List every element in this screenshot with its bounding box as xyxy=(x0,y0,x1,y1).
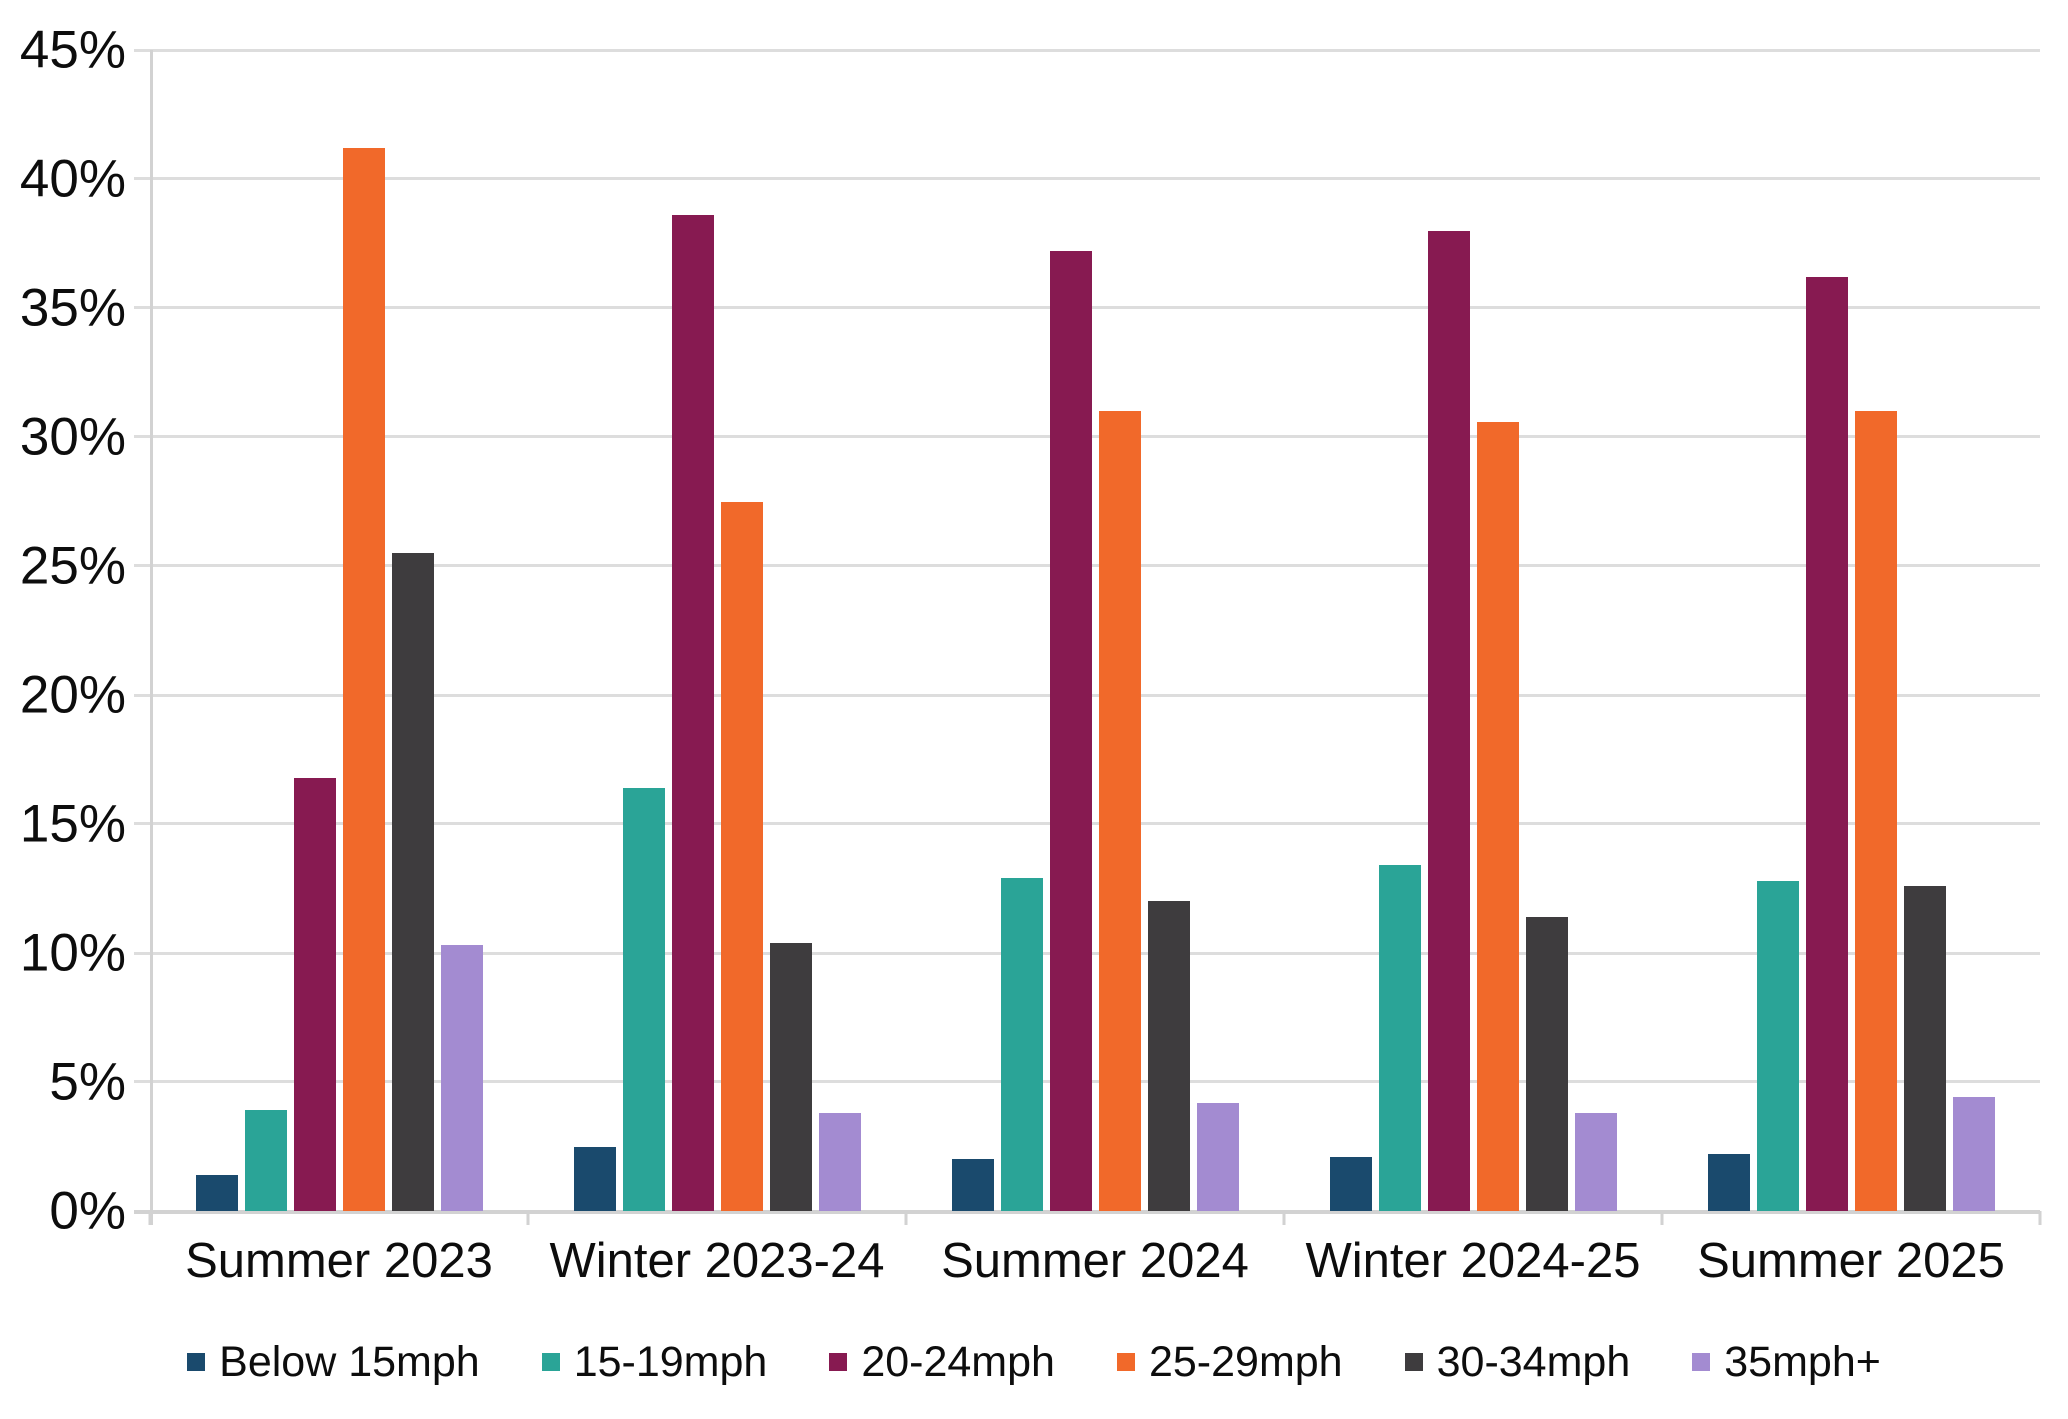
legend-label: Below 15mph xyxy=(219,1337,480,1386)
legend-swatch-icon xyxy=(1116,1353,1135,1371)
x-axis-tick xyxy=(904,1211,908,1225)
y-tick-label: 20% xyxy=(19,665,126,725)
bar-30-34mph xyxy=(391,553,434,1211)
y-tick-label: 15% xyxy=(19,794,126,854)
bar-15-19mph xyxy=(244,1110,287,1211)
x-axis-label: Winter 2024-25 xyxy=(1305,1234,1641,1288)
legend-swatch-icon xyxy=(829,1353,848,1371)
legend-label: 20-24mph xyxy=(861,1337,1055,1386)
y-tick-label: 40% xyxy=(19,149,126,209)
y-tick-label: 0% xyxy=(49,1181,126,1241)
x-axis-tick xyxy=(148,1211,152,1225)
x-axis-labels: Summer 2023 Winter 2023-24 Summer 2024 Wint… xyxy=(150,1226,2040,1296)
bar-20-24mph xyxy=(671,215,714,1211)
y-tick-label: 30% xyxy=(19,407,126,467)
bar-20-24mph xyxy=(1427,230,1470,1211)
y-tick-label: 25% xyxy=(19,536,126,596)
bar-30-34mph xyxy=(1525,916,1568,1211)
legend-item: Below 15mph xyxy=(187,1337,480,1386)
bar-30-34mph xyxy=(769,942,812,1211)
bar-below-15mph xyxy=(573,1146,616,1211)
bar-group xyxy=(906,50,1284,1211)
legend-label: 30-34mph xyxy=(1436,1337,1631,1386)
legend-label: 35mph+ xyxy=(1724,1337,1881,1386)
bar-15-19mph xyxy=(1756,880,1799,1211)
bar-group xyxy=(528,50,906,1211)
legend-swatch-icon xyxy=(1404,1353,1423,1371)
legend-label: 15-19mph xyxy=(573,1337,768,1386)
bar-25-29mph xyxy=(1476,421,1519,1211)
legend-item: 20-24mph xyxy=(829,1337,1055,1386)
y-axis-labels: 0% 5% 10% 15% 20% 25% 30% 35% 40% 45% xyxy=(0,24,126,1238)
bar-20-24mph xyxy=(1805,277,1848,1211)
bar-15-19mph xyxy=(1378,865,1421,1211)
bar-35mph- xyxy=(1574,1112,1617,1211)
bar-15-19mph xyxy=(1000,878,1043,1211)
bar-35mph- xyxy=(1952,1097,1995,1211)
legend-item: 30-34mph xyxy=(1404,1337,1631,1386)
bar-below-15mph xyxy=(195,1174,238,1211)
legend-label: 25-29mph xyxy=(1148,1337,1343,1386)
legend-item: 35mph+ xyxy=(1692,1337,1881,1386)
bar-25-29mph xyxy=(1098,411,1141,1211)
x-axis-tick xyxy=(526,1211,530,1225)
bar-group xyxy=(1662,50,2040,1211)
legend: Below 15mph 15-19mph 20-24mph 25-29mph 30-34… xyxy=(0,1330,2068,1394)
x-axis-label: Summer 2023 xyxy=(185,1234,493,1288)
x-axis-label: Winter 2023-24 xyxy=(549,1234,885,1288)
x-axis-tick xyxy=(1282,1211,1286,1225)
bar-35mph- xyxy=(440,945,483,1211)
bar-25-29mph xyxy=(720,501,763,1211)
legend-swatch-icon xyxy=(1692,1353,1711,1371)
legend-swatch-icon xyxy=(541,1353,560,1371)
bar-25-29mph xyxy=(1854,411,1897,1211)
bar-35mph- xyxy=(1196,1102,1239,1211)
bar-30-34mph xyxy=(1147,901,1190,1211)
bar-group xyxy=(150,50,528,1211)
gridline xyxy=(134,1209,2040,1214)
y-tick-label: 35% xyxy=(19,278,126,338)
x-axis-tick xyxy=(1660,1211,1664,1225)
bar-20-24mph xyxy=(1049,251,1092,1211)
x-axis-tick xyxy=(2038,1211,2042,1225)
bar-group xyxy=(1284,50,1662,1211)
bar-35mph- xyxy=(818,1112,861,1211)
legend-item: 15-19mph xyxy=(541,1337,768,1386)
gridline xyxy=(134,177,2040,181)
x-axis-label: Summer 2025 xyxy=(1697,1234,2005,1288)
bar-30-34mph xyxy=(1903,885,1946,1211)
bar-20-24mph xyxy=(293,777,336,1211)
y-axis-line xyxy=(150,50,153,1225)
bar-groups xyxy=(150,50,2040,1211)
legend-item: 25-29mph xyxy=(1116,1337,1343,1386)
bar-15-19mph xyxy=(622,787,665,1211)
x-axis-label: Summer 2024 xyxy=(941,1234,1249,1288)
y-tick-label: 5% xyxy=(49,1052,126,1112)
plot-area xyxy=(134,48,2042,1225)
legend-swatch-icon xyxy=(187,1353,206,1371)
bar-below-15mph xyxy=(951,1159,994,1211)
gridline xyxy=(134,48,2040,52)
bar-25-29mph xyxy=(342,148,385,1211)
y-tick-label: 10% xyxy=(19,923,126,983)
bar-below-15mph xyxy=(1707,1154,1750,1211)
bar-below-15mph xyxy=(1329,1156,1372,1211)
y-tick-label: 45% xyxy=(19,20,126,80)
